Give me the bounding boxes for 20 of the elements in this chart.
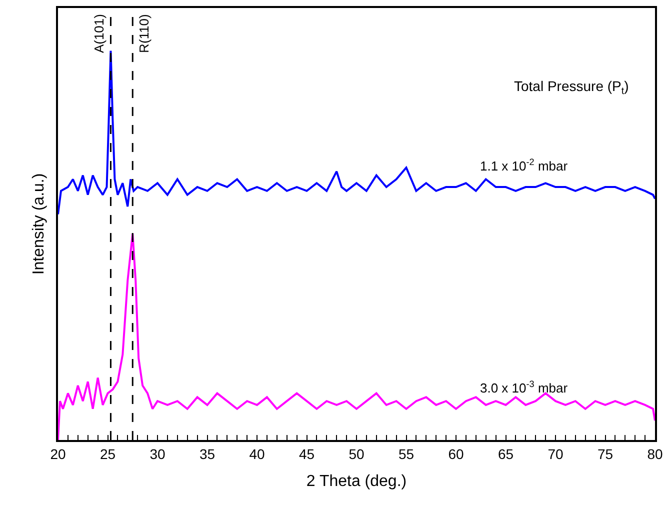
x-tick-label: 20 — [50, 446, 66, 462]
x-tick-label: 35 — [199, 446, 216, 462]
x-tick-label: 70 — [548, 446, 564, 462]
x-tick-label: 30 — [150, 446, 166, 462]
x-tick-label: 50 — [348, 446, 364, 462]
x-axis-title: 2 Theta (deg.) — [306, 473, 407, 490]
ref-line-label: R(110) — [136, 14, 152, 53]
x-tick-label: 45 — [298, 446, 315, 462]
x-tick-label: 25 — [100, 446, 116, 462]
x-tick-label: 65 — [498, 446, 514, 462]
series-label: 3.0 x 10$^{-3}$ mbar — [480, 379, 568, 396]
x-tick-label: 60 — [448, 446, 464, 462]
x-tick-label: 80 — [647, 446, 663, 462]
series-label: 1.1 x 10$^{-2}$ mbar — [480, 157, 568, 174]
x-tick-label: 75 — [597, 446, 614, 462]
y-axis-title: Intensity (a.u.) — [30, 173, 48, 275]
ref-line-label: A(101) — [91, 14, 106, 54]
x-tick-label: 55 — [398, 446, 414, 462]
x-tick-label: 40 — [249, 446, 265, 462]
legend-title: Total Pressure (P$_{t}$) — [514, 78, 629, 97]
